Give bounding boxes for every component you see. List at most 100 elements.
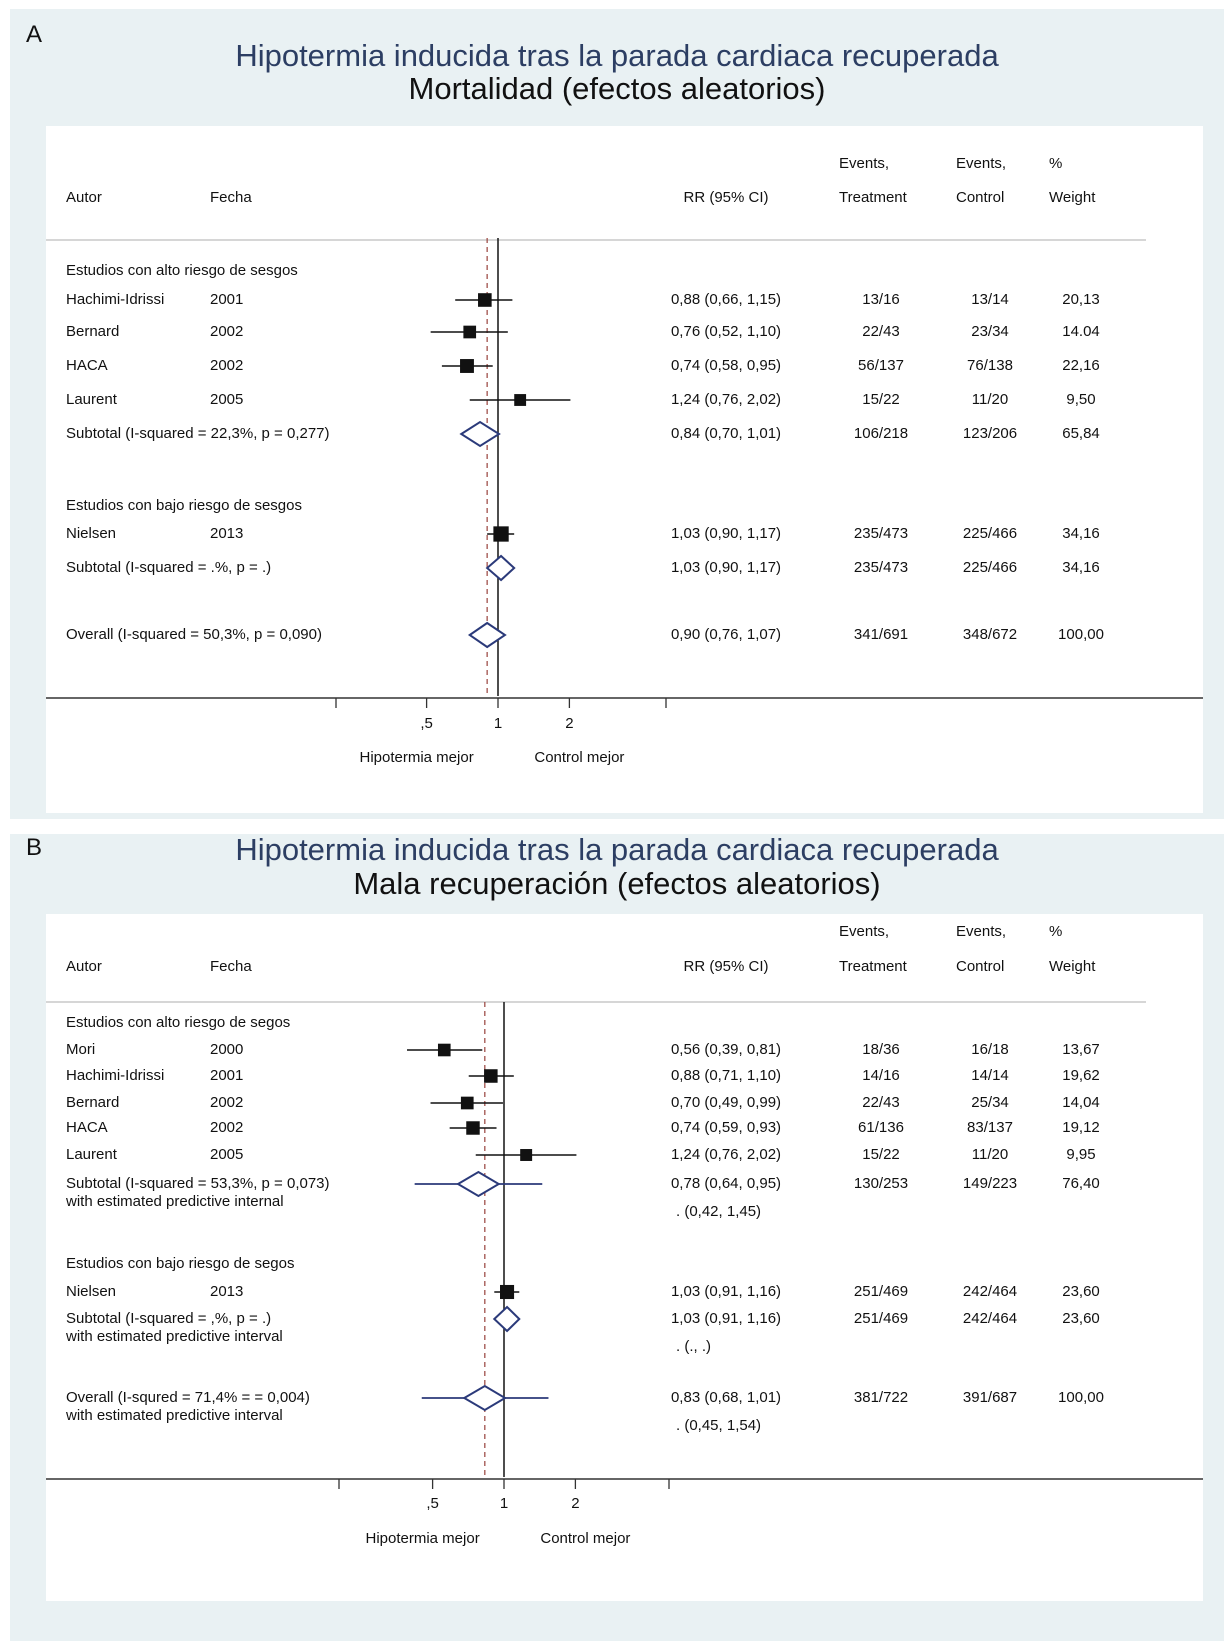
study-author: Bernard bbox=[66, 323, 120, 340]
pooled-effect-diamond bbox=[492, 1305, 521, 1333]
rr-value: 1,03 (0,91, 1,16) bbox=[670, 1310, 782, 1327]
study-year: 2013 bbox=[210, 525, 244, 542]
events-control: 25/34 bbox=[971, 1094, 1009, 1111]
study-year: 2013 bbox=[210, 1283, 244, 1300]
chart-subtitle: Mala recuperación (efectos aleatorios) bbox=[353, 866, 881, 901]
events-control: 123/206 bbox=[962, 425, 1018, 442]
effect-size-square bbox=[478, 293, 492, 307]
events-control: 149/223 bbox=[962, 1175, 1018, 1192]
predictive-interval-text: . (0,45, 1,54) bbox=[676, 1417, 762, 1434]
events-treatment: 13/16 bbox=[862, 291, 900, 308]
effect-size-square bbox=[463, 325, 477, 339]
weight-value: 23,60 bbox=[1062, 1310, 1100, 1327]
events-control: 23/34 bbox=[971, 323, 1009, 340]
panel-a: A Hipotermia inducida tras la parada car… bbox=[10, 9, 1224, 819]
study-author: Nielsen bbox=[66, 525, 117, 542]
rr-value: 0,70 (0,49, 0,99) bbox=[670, 1094, 782, 1111]
header-weight: % bbox=[1049, 155, 1063, 172]
subtotal-label-2: with estimated predictive interval bbox=[66, 1328, 283, 1345]
study-author: HACA bbox=[66, 1119, 108, 1136]
rr-value: 0,88 (0,71, 1,10) bbox=[670, 1067, 782, 1084]
chart-subtitle: Mortalidad (efectos aleatorios) bbox=[408, 71, 826, 106]
subtotal-label-2: with estimated predictive interval bbox=[66, 1407, 283, 1424]
subtotal-label: Subtotal (I-squared = ,%, p = .) bbox=[66, 1310, 272, 1327]
axis-label-left: Hipotermia mejor bbox=[365, 1530, 480, 1547]
events-control: 225/466 bbox=[962, 559, 1018, 576]
events-treatment: 251/469 bbox=[853, 1310, 909, 1327]
axis-label-right: Control mejor bbox=[534, 749, 625, 766]
events-treatment: 22/43 bbox=[862, 323, 900, 340]
rr-value: 1,24 (0,76, 2,02) bbox=[670, 1146, 782, 1163]
effect-size-square bbox=[466, 1121, 480, 1135]
study-year: 2002 bbox=[210, 323, 244, 340]
rr-value: 0,88 (0,66, 1,15) bbox=[670, 291, 782, 308]
group-label: Estudios con bajo riesgo de segos bbox=[66, 1255, 295, 1272]
pooled-effect-diamond bbox=[485, 554, 516, 582]
study-author: Nielsen bbox=[66, 1283, 117, 1300]
subtotal-label: Subtotal (I-squared = 22,3%, p = 0,277) bbox=[66, 425, 330, 442]
effect-size-square bbox=[484, 1069, 498, 1083]
study-year: 2005 bbox=[210, 1146, 244, 1163]
events-control: 83/137 bbox=[967, 1119, 1013, 1136]
rr-value: 1,03 (0,90, 1,17) bbox=[670, 559, 782, 576]
events-control: 242/464 bbox=[962, 1283, 1018, 1300]
study-author: Mori bbox=[66, 1041, 96, 1058]
subtotal-label-2: with estimated predictive internal bbox=[66, 1193, 284, 1210]
study-author: Laurent bbox=[66, 391, 117, 408]
forest-plot-area: Autor Fecha RR (95% CI) Events, Treatment Eve… bbox=[46, 126, 1203, 813]
subtotal-label: Subtotal (I-squared = 53,3%, p = 0,073) bbox=[66, 1175, 330, 1192]
events-control: 242/464 bbox=[962, 1310, 1018, 1327]
weight-value: 19,62 bbox=[1062, 1067, 1100, 1084]
header-rr: RR (95% CI) bbox=[683, 189, 769, 206]
header-events-treatment: Treatment bbox=[839, 189, 907, 206]
rr-value: 0,84 (0,70, 1,01) bbox=[670, 425, 782, 442]
rr-value: 0,90 (0,76, 1,07) bbox=[670, 626, 782, 643]
events-treatment: 22/43 bbox=[862, 1094, 900, 1111]
weight-value: 34,16 bbox=[1062, 525, 1100, 542]
study-year: 2002 bbox=[210, 1094, 244, 1111]
effect-size-square bbox=[500, 1284, 515, 1300]
weight-value: 100,00 bbox=[1058, 1389, 1104, 1406]
weight-value: 23,60 bbox=[1062, 1283, 1100, 1300]
events-treatment: 251/469 bbox=[853, 1283, 909, 1300]
weight-value: 22,16 bbox=[1062, 357, 1100, 374]
study-year: 2005 bbox=[210, 391, 244, 408]
rr-value: 1,24 (0,76, 2,02) bbox=[670, 391, 782, 408]
panel-b: B Hipotermia inducida tras la parada car… bbox=[10, 832, 1224, 1641]
events-control: 225/466 bbox=[962, 525, 1018, 542]
pooled-effect-diamond bbox=[456, 1170, 501, 1198]
effect-size-square bbox=[493, 526, 509, 542]
events-treatment: 106/218 bbox=[853, 425, 909, 442]
weight-value: 34,16 bbox=[1062, 559, 1100, 576]
events-treatment: 341/691 bbox=[853, 626, 909, 643]
header-events-control: Events, bbox=[956, 923, 1007, 940]
x-tick-label: 1 bbox=[499, 1495, 509, 1512]
group-label: Estudios con bajo riesgo de sesgos bbox=[66, 497, 302, 514]
events-control: 13/14 bbox=[971, 291, 1009, 308]
events-treatment: 18/36 bbox=[862, 1041, 900, 1058]
header-author: Autor bbox=[66, 189, 102, 206]
header-year: Fecha bbox=[210, 958, 252, 975]
rr-value: 0,74 (0,59, 0,93) bbox=[670, 1119, 782, 1136]
header-weight: % bbox=[1049, 923, 1063, 940]
weight-value: 76,40 bbox=[1062, 1175, 1100, 1192]
pooled-effect-diamond bbox=[467, 621, 507, 649]
weight-value: 19,12 bbox=[1062, 1119, 1100, 1136]
forest-plot-svg bbox=[46, 238, 1203, 708]
predictive-interval-text: . (., .) bbox=[676, 1338, 711, 1355]
events-treatment: 15/22 bbox=[862, 391, 900, 408]
effect-size-square bbox=[460, 1096, 474, 1110]
header-events-control: Control bbox=[956, 958, 1005, 975]
weight-value: 9,50 bbox=[1066, 391, 1096, 408]
subtotal-label: Overall (I-squared = 50,3%, p = 0,090) bbox=[66, 626, 322, 643]
events-control: 76/138 bbox=[967, 357, 1013, 374]
effect-size-square bbox=[520, 1149, 533, 1161]
study-author: Bernard bbox=[66, 1094, 120, 1111]
events-treatment: 15/22 bbox=[862, 1146, 900, 1163]
header-events-treatment: Events, bbox=[839, 923, 890, 940]
header-events-treatment: Treatment bbox=[839, 958, 907, 975]
events-control: 11/20 bbox=[971, 1146, 1009, 1163]
forest-plot-area: Autor Fecha RR (95% CI) Events, Treatment Eve… bbox=[46, 914, 1203, 1601]
effect-size-square bbox=[460, 359, 474, 373]
events-control: 11/20 bbox=[971, 391, 1009, 408]
